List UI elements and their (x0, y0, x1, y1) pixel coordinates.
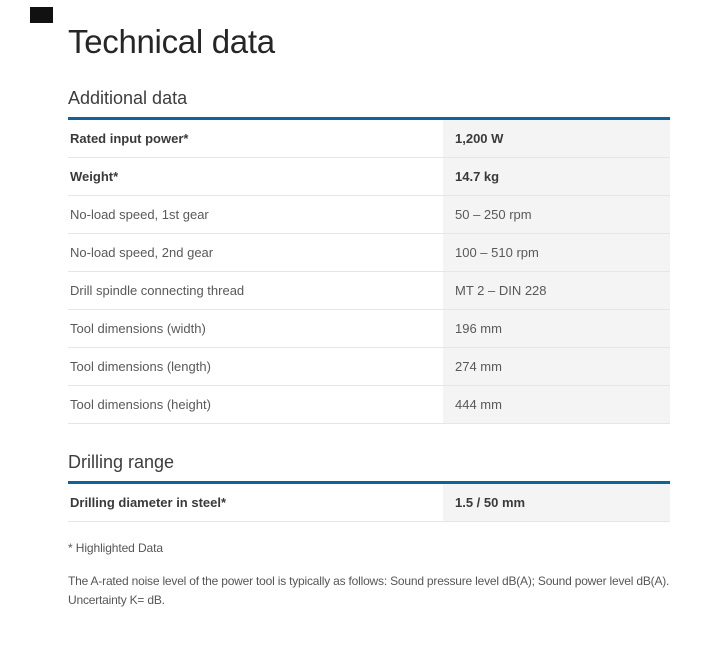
table-row: Tool dimensions (length) 274 mm (68, 348, 670, 386)
row-label: Tool dimensions (height) (68, 397, 443, 412)
drilling-range-table: Drilling diameter in steel* 1.5 / 50 mm (68, 481, 670, 522)
table-row: Drilling diameter in steel* 1.5 / 50 mm (68, 484, 670, 522)
row-label: Weight* (68, 169, 443, 184)
row-label: Drill spindle connecting thread (68, 283, 443, 298)
row-value: 196 mm (443, 310, 670, 347)
table-row: Weight* 14.7 kg (68, 158, 670, 196)
highlighted-data-footnote: * Highlighted Data (68, 541, 163, 555)
table-row: No-load speed, 1st gear 50 – 250 rpm (68, 196, 670, 234)
additional-data-table: Rated input power* 1,200 W Weight* 14.7 … (68, 117, 670, 424)
row-label: No-load speed, 1st gear (68, 207, 443, 222)
row-value: 274 mm (443, 348, 670, 385)
row-value: MT 2 – DIN 228 (443, 272, 670, 309)
row-value: 100 – 510 rpm (443, 234, 670, 271)
row-value: 1.5 / 50 mm (443, 484, 670, 521)
table-row: Drill spindle connecting thread MT 2 – D… (68, 272, 670, 310)
row-label: Tool dimensions (width) (68, 321, 443, 336)
table-row: Tool dimensions (width) 196 mm (68, 310, 670, 348)
top-left-marker (30, 7, 53, 23)
row-label: No-load speed, 2nd gear (68, 245, 443, 260)
row-value: 1,200 W (443, 120, 670, 157)
page-title: Technical data (68, 23, 275, 60)
table-row: No-load speed, 2nd gear 100 – 510 rpm (68, 234, 670, 272)
table-row: Rated input power* 1,200 W (68, 120, 670, 158)
technical-data-panel: Technical data Additional data Rated inp… (68, 0, 670, 610)
table-row: Tool dimensions (height) 444 mm (68, 386, 670, 424)
section-heading-additional-data: Additional data (68, 88, 188, 108)
row-value: 444 mm (443, 386, 670, 423)
row-label: Rated input power* (68, 131, 443, 146)
row-value: 50 – 250 rpm (443, 196, 670, 233)
row-label: Drilling diameter in steel* (68, 495, 443, 510)
row-label: Tool dimensions (length) (68, 359, 443, 374)
section-heading-drilling-range: Drilling range (68, 452, 175, 472)
noise-level-statement: The A-rated noise level of the power too… (68, 574, 670, 607)
row-value: 14.7 kg (443, 158, 670, 195)
